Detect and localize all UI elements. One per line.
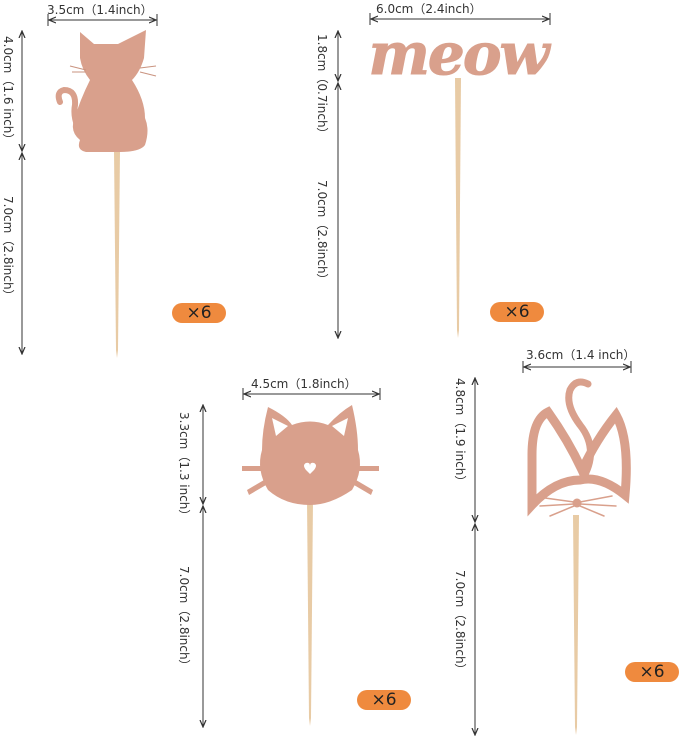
topper-height-label: 1.8cm（0.7inch）: [315, 34, 329, 140]
stick-length-label: 7.0cm（2.8inch）: [315, 180, 329, 286]
width-label: 4.5cm（1.8inch）: [251, 377, 357, 391]
quantity-badge: ×6: [172, 303, 226, 323]
stick-length-label: 7.0cm（2.8inch）: [1, 196, 15, 302]
cat-ears-tail-topper: [527, 378, 631, 517]
sitting-cat-topper: [55, 30, 157, 152]
topper-height-label: 4.0cm（1.6 inch）: [1, 36, 15, 146]
stick: [455, 78, 461, 338]
topper-height-label: 3.3cm（1.3 inch）: [177, 412, 191, 522]
width-label: 3.5cm（1.4inch）: [47, 3, 153, 17]
width-label: 3.6cm（1.4 inch）: [526, 348, 636, 362]
stick: [307, 500, 313, 726]
stick: [114, 150, 120, 358]
meow-topper: meow: [369, 20, 552, 88]
topper-height-label: 4.8cm（1.9 inch）: [453, 378, 467, 488]
quantity-badge: ×6: [357, 690, 411, 710]
quantity-badge: ×6: [625, 662, 679, 682]
stick: [573, 515, 579, 735]
cat-face-topper: [242, 405, 379, 505]
stick-length-label: 7.0cm（2.8inch）: [453, 570, 467, 676]
width-label: 6.0cm（2.4inch）: [376, 2, 482, 16]
quantity-badge: ×6: [490, 302, 544, 322]
stick-length-label: 7.0cm（2.8inch）: [177, 566, 191, 672]
